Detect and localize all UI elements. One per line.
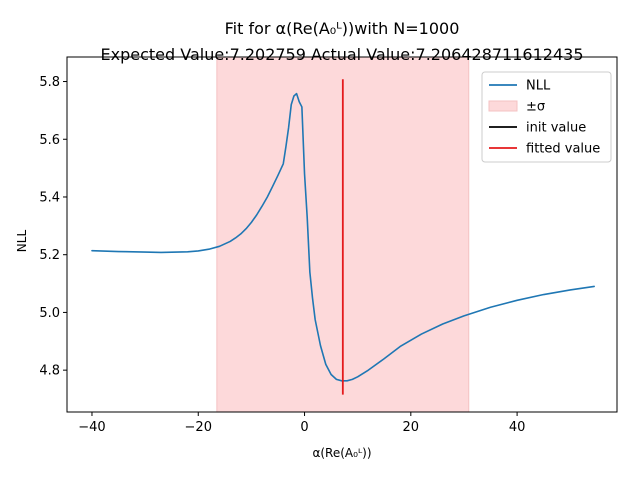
- legend-label: fitted value: [526, 142, 600, 157]
- series-line-nll: [91, 92, 595, 382]
- y-axis-label: NLL: [15, 230, 29, 253]
- legend-swatch: [488, 100, 518, 112]
- y-tick-label: 4.8: [39, 364, 60, 379]
- y-tick-label: 5.2: [39, 248, 60, 263]
- legend-box: [481, 71, 612, 163]
- x-axis-label: α(Re(A₀ᴸ)): [312, 446, 371, 460]
- legend: NLL ±σ init value fitted value: [481, 71, 612, 163]
- y-tick-label: 5.8: [39, 75, 60, 90]
- x-tick-label: −20: [185, 420, 212, 435]
- x-tick-label: 40: [509, 420, 526, 435]
- chart-title-line2: Expected Value:7.202759 Actual Value:7.2…: [101, 45, 584, 64]
- legend-label: init value: [526, 121, 586, 136]
- legend-label: ±σ: [526, 100, 545, 115]
- y-tick-label: 5.4: [39, 190, 60, 205]
- chart-title-line1: Fit for α(Re(A₀ᴸ))with N=1000: [225, 19, 460, 38]
- y-tick-label: 5.6: [39, 133, 60, 148]
- plot-frame: [66, 56, 618, 413]
- y-tick-label: 5.0: [39, 306, 60, 321]
- x-tick-label: 0: [300, 420, 308, 435]
- legend-label: NLL: [526, 79, 551, 94]
- x-tick-label: −40: [78, 420, 105, 435]
- x-tick-label: 20: [403, 420, 420, 435]
